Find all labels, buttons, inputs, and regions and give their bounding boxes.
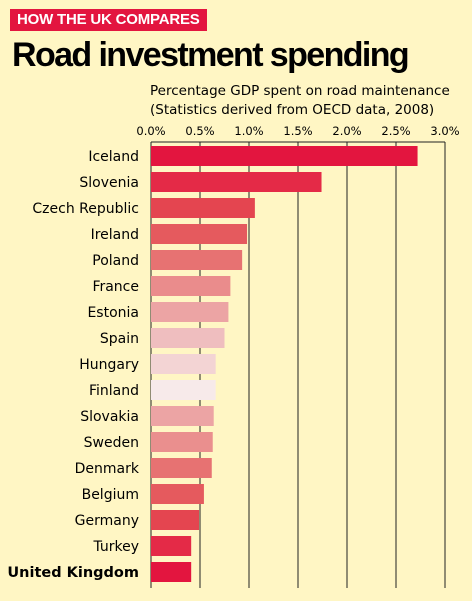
chart-subtitle: Percentage GDP spent on road maintenance… [150, 82, 450, 120]
bar [151, 328, 225, 348]
bar [151, 562, 192, 582]
bar [151, 406, 214, 426]
category-label: Sweden [84, 435, 139, 451]
category-label: Estonia [87, 305, 139, 321]
category-label: Slovakia [80, 409, 139, 425]
category-label: Germany [75, 513, 139, 529]
bar [151, 224, 248, 244]
category-label: Denmark [75, 461, 140, 477]
x-tick-label: 2.0% [332, 124, 361, 138]
category-label: Slovenia [79, 175, 139, 191]
bar [151, 172, 322, 192]
category-label: Turkey [92, 539, 139, 555]
x-tick-label: 2.5% [381, 124, 410, 138]
bar [151, 276, 231, 296]
subtitle-line-1: Percentage GDP spent on road maintenance [150, 83, 450, 99]
x-tick-label: 1.0% [234, 124, 263, 138]
bar [151, 354, 216, 374]
x-tick-label: 1.5% [283, 124, 312, 138]
category-label: Hungary [79, 357, 139, 373]
bar [151, 432, 213, 452]
x-tick-label: 3.0% [430, 124, 459, 138]
x-tick-label: 0.0% [136, 124, 165, 138]
subtitle-line-2: (Statistics derived from OECD data, 2008… [150, 102, 435, 118]
bar [151, 198, 255, 218]
x-tick-label: 0.5% [185, 124, 214, 138]
category-label: Czech Republic [32, 201, 139, 217]
category-label: Finland [89, 383, 139, 399]
bar [151, 302, 229, 322]
section-kicker: HOW THE UK COMPARES [10, 9, 207, 31]
category-label: Spain [100, 331, 139, 347]
category-label: Ireland [91, 227, 139, 243]
bar [151, 458, 212, 478]
bar [151, 510, 200, 530]
category-label: United Kingdom [7, 565, 139, 581]
bar [151, 146, 418, 166]
bar [151, 536, 192, 556]
bar [151, 250, 243, 270]
category-label: Belgium [82, 487, 139, 503]
category-label: Iceland [88, 149, 139, 165]
category-label: Poland [92, 253, 139, 269]
bar [151, 484, 204, 504]
bar [151, 380, 216, 400]
category-label: France [92, 279, 139, 295]
chart-title: Road investment spending [12, 36, 410, 74]
